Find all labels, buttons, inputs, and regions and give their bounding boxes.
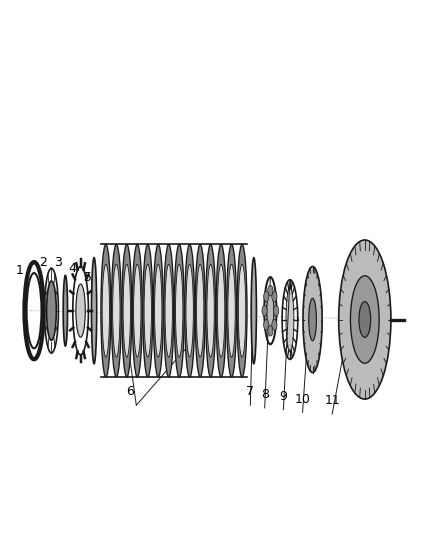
- Text: 1: 1: [16, 264, 24, 277]
- Circle shape: [264, 291, 269, 302]
- Ellipse shape: [102, 264, 110, 357]
- Ellipse shape: [186, 264, 193, 357]
- Text: 3: 3: [54, 256, 62, 269]
- Ellipse shape: [303, 266, 322, 373]
- Ellipse shape: [216, 245, 226, 377]
- Text: 6: 6: [126, 385, 134, 399]
- Circle shape: [272, 320, 277, 330]
- Text: 10: 10: [295, 393, 311, 406]
- Ellipse shape: [174, 245, 184, 377]
- Ellipse shape: [101, 245, 111, 377]
- Ellipse shape: [226, 245, 237, 377]
- Ellipse shape: [339, 240, 391, 399]
- Ellipse shape: [144, 264, 152, 357]
- Ellipse shape: [164, 245, 174, 377]
- Ellipse shape: [123, 264, 131, 357]
- Ellipse shape: [155, 264, 162, 357]
- Text: 8: 8: [261, 388, 268, 401]
- Ellipse shape: [134, 264, 141, 357]
- Ellipse shape: [111, 245, 121, 377]
- Circle shape: [264, 320, 269, 330]
- Ellipse shape: [237, 245, 247, 377]
- Ellipse shape: [228, 264, 235, 357]
- Ellipse shape: [46, 281, 57, 341]
- Ellipse shape: [238, 264, 246, 357]
- Text: 4: 4: [68, 262, 76, 275]
- Ellipse shape: [165, 264, 173, 357]
- Circle shape: [262, 305, 267, 316]
- Ellipse shape: [350, 276, 379, 364]
- Circle shape: [272, 291, 277, 302]
- Ellipse shape: [206, 245, 215, 377]
- Ellipse shape: [153, 245, 163, 377]
- Polygon shape: [286, 288, 294, 351]
- Ellipse shape: [113, 264, 120, 357]
- Ellipse shape: [207, 264, 214, 357]
- Text: 9: 9: [279, 390, 287, 403]
- Ellipse shape: [309, 298, 316, 341]
- Ellipse shape: [217, 264, 225, 357]
- Ellipse shape: [359, 302, 371, 337]
- Circle shape: [273, 305, 279, 316]
- Ellipse shape: [185, 245, 194, 377]
- Ellipse shape: [267, 290, 274, 331]
- Text: 11: 11: [324, 394, 340, 407]
- Circle shape: [268, 326, 273, 336]
- Text: 2: 2: [39, 256, 47, 269]
- Ellipse shape: [195, 245, 205, 377]
- Ellipse shape: [176, 264, 183, 357]
- Text: 5: 5: [85, 271, 92, 284]
- Ellipse shape: [143, 245, 153, 377]
- Ellipse shape: [132, 245, 142, 377]
- Ellipse shape: [63, 276, 67, 346]
- Circle shape: [268, 285, 273, 296]
- Ellipse shape: [197, 264, 204, 357]
- Ellipse shape: [251, 257, 256, 364]
- Text: 7: 7: [246, 385, 254, 399]
- Ellipse shape: [92, 257, 97, 364]
- Ellipse shape: [122, 245, 132, 377]
- Ellipse shape: [76, 284, 85, 337]
